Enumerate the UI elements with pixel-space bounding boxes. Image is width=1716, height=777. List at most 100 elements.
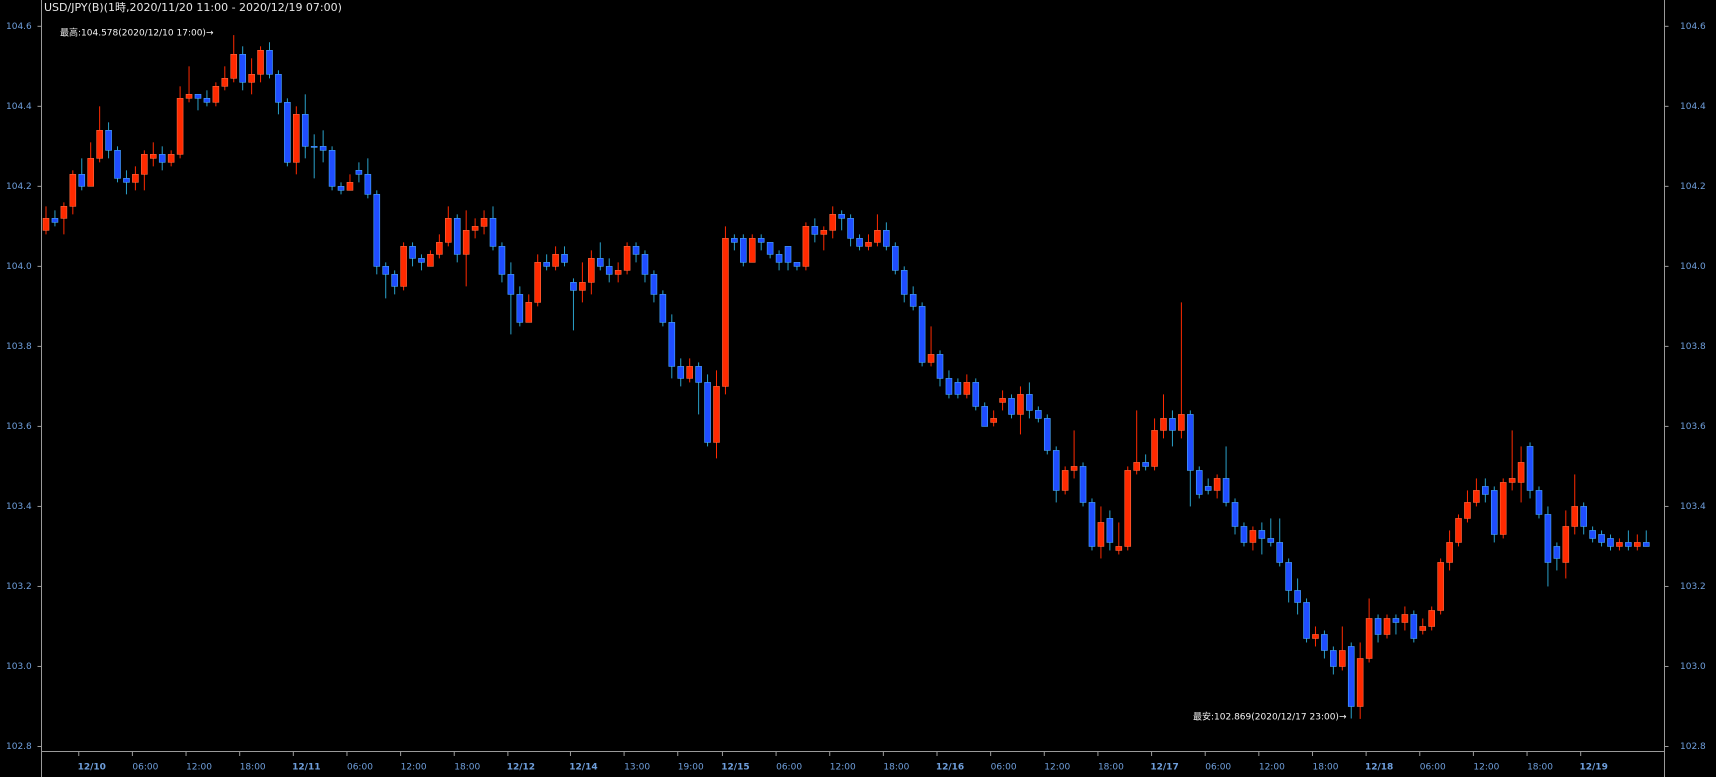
candle-body bbox=[167, 154, 175, 163]
candle-body bbox=[480, 218, 488, 227]
x-tick-label: 12/17 bbox=[1150, 763, 1178, 773]
candle-body bbox=[775, 254, 783, 263]
candle-body bbox=[400, 246, 407, 287]
candle-body bbox=[1106, 518, 1114, 543]
candle-body bbox=[185, 94, 193, 99]
x-tick-label: 06:00 bbox=[132, 763, 158, 773]
x-tick-label: 06:00 bbox=[1420, 763, 1446, 773]
candle-body bbox=[1195, 470, 1203, 495]
candle-body bbox=[418, 258, 425, 263]
candle-body bbox=[1634, 542, 1641, 547]
candle-body bbox=[1187, 414, 1194, 471]
candle-body bbox=[1589, 530, 1596, 539]
candle-body bbox=[364, 174, 372, 195]
candle-body bbox=[328, 150, 336, 187]
candle-body bbox=[748, 238, 756, 263]
candle-body bbox=[194, 94, 202, 99]
x-tick-label: 12/18 bbox=[1365, 763, 1393, 773]
candle-body bbox=[1035, 410, 1042, 419]
candle-body bbox=[507, 274, 515, 295]
candle-body bbox=[722, 238, 729, 387]
candle-body bbox=[972, 382, 980, 407]
candle-body bbox=[1043, 418, 1051, 451]
candle-body bbox=[203, 98, 211, 103]
candle-body bbox=[1410, 614, 1418, 639]
candle-body bbox=[1392, 618, 1400, 623]
candle-body bbox=[257, 50, 264, 75]
candle-body bbox=[1285, 562, 1292, 591]
y-tick-label-right: 104.6 bbox=[1680, 22, 1706, 32]
candle-body bbox=[784, 246, 792, 263]
candle-body bbox=[927, 354, 935, 363]
y-tick-label-right: 102.8 bbox=[1680, 742, 1706, 752]
y-tick-label-right: 103.6 bbox=[1680, 422, 1706, 432]
candle-body bbox=[1294, 590, 1301, 603]
x-tick-label: 12/10 bbox=[78, 763, 106, 773]
candle-body bbox=[632, 246, 640, 255]
candle-body bbox=[954, 382, 962, 395]
y-tick-label: 102.8 bbox=[6, 742, 32, 752]
candle-body bbox=[1553, 546, 1561, 559]
candle-body bbox=[1258, 530, 1266, 539]
x-tick-label: 12/15 bbox=[721, 763, 749, 773]
candle-body bbox=[614, 270, 622, 275]
candle-body bbox=[355, 170, 363, 175]
candle-body bbox=[123, 178, 130, 183]
candle-body bbox=[766, 242, 774, 255]
candle-body bbox=[1276, 542, 1284, 563]
candle-body bbox=[1061, 470, 1069, 491]
candle-body bbox=[453, 218, 461, 255]
candle-body bbox=[1482, 486, 1489, 495]
candle-body bbox=[1079, 466, 1087, 503]
candle-body bbox=[525, 302, 533, 323]
candle-body bbox=[686, 366, 693, 379]
candle-body bbox=[1499, 482, 1507, 535]
candle-body bbox=[534, 262, 542, 303]
y-tick-label: 104.6 bbox=[6, 22, 32, 32]
candle-body bbox=[1160, 418, 1167, 431]
x-tick-label: 18:00 bbox=[240, 763, 266, 773]
x-tick-label: 12:00 bbox=[401, 763, 427, 773]
candle-body bbox=[1133, 462, 1140, 471]
candle-body bbox=[51, 218, 59, 223]
x-tick-label: 12:00 bbox=[1259, 763, 1285, 773]
x-tick-label: 18:00 bbox=[883, 763, 909, 773]
y-tick-label: 103.6 bbox=[6, 422, 32, 432]
candle-body bbox=[149, 154, 157, 159]
candle-body bbox=[1625, 542, 1632, 547]
candle-body bbox=[811, 226, 819, 235]
candle-body bbox=[78, 174, 86, 187]
candle-body bbox=[1401, 614, 1409, 623]
candle-body bbox=[248, 74, 255, 83]
candle-body bbox=[1070, 466, 1078, 471]
candle-body bbox=[60, 206, 68, 219]
y-tick-label-right: 104.0 bbox=[1680, 262, 1706, 272]
candle-body bbox=[1464, 502, 1471, 519]
candle-body bbox=[1321, 634, 1328, 651]
candle-body bbox=[1017, 394, 1024, 415]
candle-body bbox=[1526, 446, 1534, 491]
x-tick-label: 12/14 bbox=[569, 763, 597, 773]
candle-body bbox=[1231, 502, 1239, 527]
candle-body bbox=[981, 406, 989, 427]
candle-body bbox=[713, 386, 720, 443]
candle-body bbox=[373, 194, 381, 267]
candle-body bbox=[310, 146, 318, 148]
candle-body bbox=[650, 274, 658, 295]
candle-body bbox=[427, 254, 434, 267]
x-tick-label: 06:00 bbox=[991, 763, 1017, 773]
candle-body bbox=[1580, 506, 1587, 527]
candle-body bbox=[1204, 486, 1212, 491]
candle-body bbox=[945, 378, 953, 395]
x-tick-label: 12:00 bbox=[1473, 763, 1499, 773]
x-tick-label: 12/16 bbox=[936, 763, 964, 773]
candle-body bbox=[1115, 546, 1123, 551]
x-tick-label: 18:00 bbox=[1527, 763, 1553, 773]
candle-body bbox=[471, 226, 479, 231]
x-tick-label: 13:00 bbox=[624, 763, 650, 773]
y-tick-label: 103.2 bbox=[6, 582, 32, 592]
candle-body bbox=[1517, 462, 1525, 483]
candle-body bbox=[1303, 602, 1310, 639]
